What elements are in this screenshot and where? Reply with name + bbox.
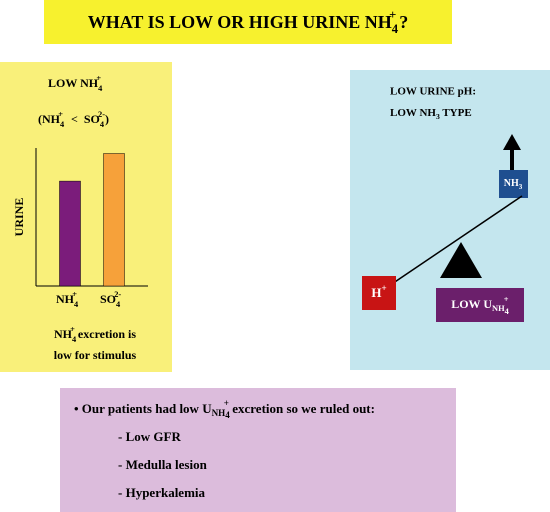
sup: + xyxy=(381,283,386,293)
text: • Our patients had low U xyxy=(74,401,212,416)
left-heading: LOW NH4+ xyxy=(48,74,103,93)
h-box xyxy=(362,276,396,310)
text: NH xyxy=(504,178,519,189)
bar xyxy=(103,153,125,287)
sub: 4 xyxy=(72,335,77,344)
title-box xyxy=(44,0,452,44)
sub: 4 xyxy=(74,300,79,309)
title: WHAT IS LOW OR HIGH URINE NH4+? xyxy=(88,8,409,36)
text: NH xyxy=(54,327,73,341)
text: LOW U xyxy=(451,297,492,311)
text: SO xyxy=(100,292,116,306)
right-heading: LOW NH3 TYPE xyxy=(390,107,472,121)
left-comparison: (NH4+ < SO42-) xyxy=(38,110,109,129)
bullet: • Our patients had low UNH4 + excretion s… xyxy=(74,398,375,420)
sup: + xyxy=(504,295,509,304)
bottom-panel xyxy=(60,388,456,512)
left-panel xyxy=(0,62,172,372)
sup: + xyxy=(96,74,101,83)
bars: NH4+ SO42- xyxy=(56,153,125,309)
sub: 4 xyxy=(100,120,105,129)
title-end: ? xyxy=(399,12,408,32)
sup: + xyxy=(70,325,75,334)
caption-line: low for stimulus xyxy=(54,348,137,362)
sup: + xyxy=(224,398,229,408)
text: NH xyxy=(56,292,75,306)
list-item: - Medulla lesion xyxy=(118,457,208,472)
sub: 3 xyxy=(436,112,440,121)
text: ) xyxy=(105,112,109,126)
text: < xyxy=(71,112,78,126)
list-item: - Hyperkalemia xyxy=(118,485,206,500)
text: excretion so we ruled out: xyxy=(229,401,375,416)
text: LOW NH xyxy=(48,76,99,90)
text: excretion is xyxy=(75,327,136,341)
list-item: - Low GFR xyxy=(118,429,181,444)
y-axis-label: URINE xyxy=(12,198,26,237)
sup: + xyxy=(72,290,77,299)
nh3-label: NH3 xyxy=(504,178,523,190)
x-tick-label: SO42- xyxy=(100,290,121,309)
right-heading: LOW URINE pH: xyxy=(390,86,476,98)
sub: 4 xyxy=(225,410,230,420)
text: LOW NH xyxy=(390,107,436,119)
fulcrum xyxy=(440,242,482,278)
h-label: H+ xyxy=(371,283,386,300)
sup: 2- xyxy=(114,290,121,299)
text: SO xyxy=(84,112,100,126)
title-sup: + xyxy=(389,8,396,22)
low-label: LOW UNH4 + xyxy=(451,295,509,316)
sub: NH xyxy=(492,304,505,313)
title-sub: 4 xyxy=(392,22,399,36)
sup: + xyxy=(58,110,63,119)
sub: 4 xyxy=(116,300,121,309)
nh3-box xyxy=(499,170,528,198)
sub: 3 xyxy=(519,183,523,191)
sub: 4 xyxy=(98,84,103,93)
sub: NH xyxy=(212,408,226,418)
low-box xyxy=(436,288,524,322)
text: H xyxy=(371,285,381,300)
x-tick-label: NH4+ xyxy=(56,290,79,309)
arrow-head xyxy=(503,134,521,150)
bar xyxy=(59,180,81,287)
sub: 4 xyxy=(60,120,65,129)
sub: 4 xyxy=(505,307,510,316)
title-text: WHAT IS LOW OR HIGH URINE NH xyxy=(88,12,392,32)
balance-beam xyxy=(379,195,523,293)
sup: 2- xyxy=(98,110,105,119)
text: (NH xyxy=(38,112,61,126)
caption-line: NH4+ excretion is xyxy=(54,325,136,344)
text: TYPE xyxy=(440,107,472,119)
